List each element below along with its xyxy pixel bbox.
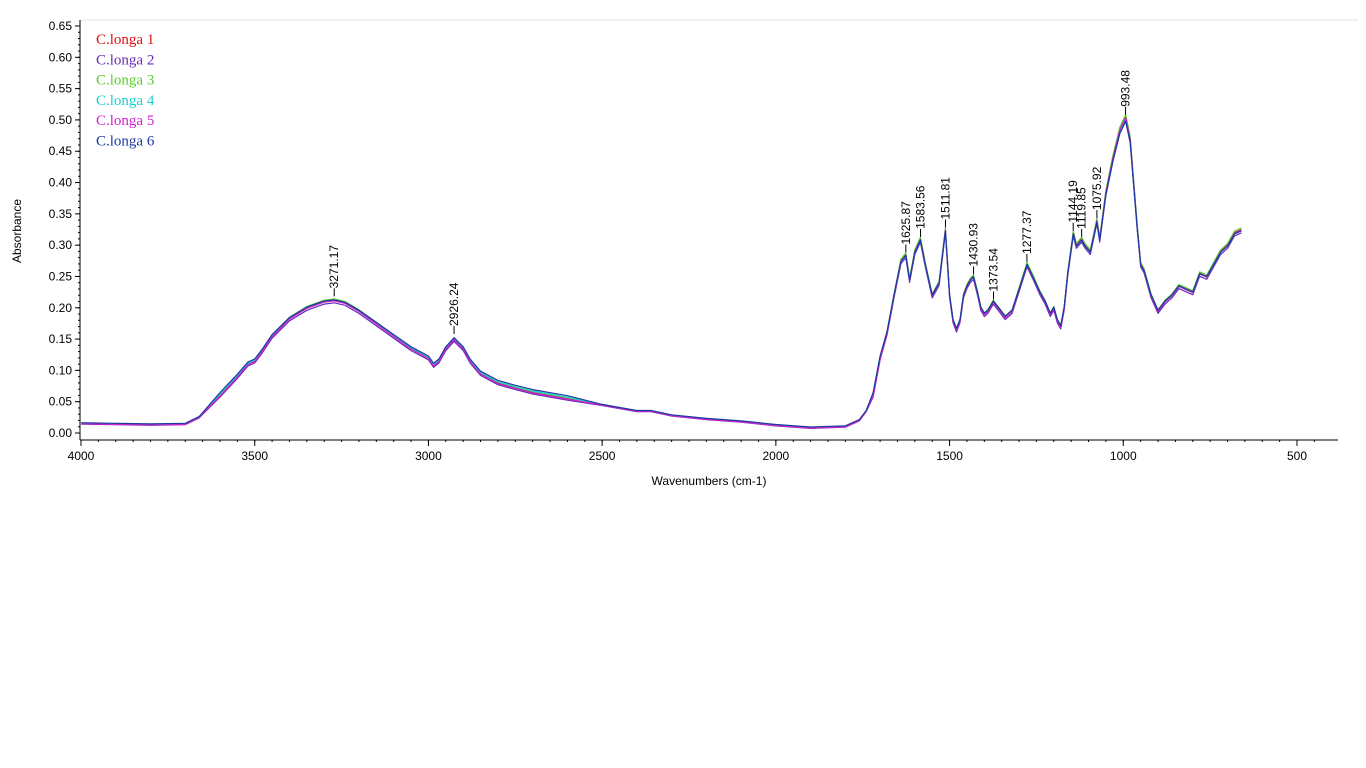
- peak-label: 1583.56: [914, 185, 928, 229]
- peak-labels: 3271.17 2926.24 1625.87 1583.56 1511.81 1430.…: [327, 70, 1133, 334]
- y-tick-label: 0.50: [49, 113, 73, 127]
- y-tick-label: 0.20: [49, 301, 73, 315]
- peak-label: 1430.93: [967, 223, 981, 267]
- x-tick-label: 1500: [936, 449, 963, 463]
- y-tick-label: 0.55: [49, 82, 73, 96]
- spectrum-series: [81, 113, 1242, 429]
- series-line-6: [81, 120, 1242, 428]
- peak-label: 1511.81: [938, 177, 952, 220]
- peak-label: 993.48: [1119, 70, 1133, 107]
- y-tick-label: 0.40: [49, 176, 73, 190]
- y-axis-title: Absorbance: [10, 199, 24, 263]
- legend: C.longa 1 C.longa 2 C.longa 3 C.longa 4 C.lo…: [96, 32, 155, 150]
- x-tick-label: 2500: [589, 449, 616, 463]
- y-tick-label: 0.65: [49, 19, 73, 33]
- x-tick-label: 1000: [1110, 449, 1137, 463]
- y-tick-label: 0.25: [49, 269, 73, 283]
- y-tick-label: 0.00: [49, 426, 73, 440]
- x-axis: 4000 3500 3000 2500 2000 1500 1000 500: [68, 439, 1338, 463]
- y-axis: 0.00 0.05 0.10 0.15 0.20 0.25 0.30 0.35 0.40 0.45…: [49, 19, 81, 440]
- legend-entry: C.longa 1: [96, 32, 154, 48]
- peak-label: 3271.17: [327, 245, 341, 289]
- series-line-3: [81, 113, 1242, 429]
- y-tick-label: 0.45: [49, 144, 73, 158]
- legend-entry: C.longa 4: [96, 93, 155, 109]
- legend-entry: C.longa 2: [96, 52, 154, 68]
- peak-label: 2926.24: [447, 282, 461, 326]
- x-tick-label: 3500: [241, 449, 268, 463]
- y-tick-label: 0.10: [49, 363, 73, 377]
- legend-entry: C.longa 5: [96, 113, 154, 129]
- x-tick-label: 2000: [763, 449, 790, 463]
- y-tick-label: 0.15: [49, 332, 73, 346]
- x-tick-label: 500: [1287, 449, 1307, 463]
- y-tick-label: 0.35: [49, 207, 73, 221]
- peak-label: 1075.92: [1090, 166, 1104, 210]
- peak-label: 1625.87: [899, 201, 913, 245]
- peak-label: 1119.85: [1075, 187, 1089, 229]
- y-tick-label: 0.05: [49, 395, 73, 409]
- x-tick-label: 3000: [415, 449, 442, 463]
- legend-entry: C.longa 6: [96, 134, 155, 150]
- y-tick-label: 0.60: [49, 50, 73, 64]
- peak-label: 1373.54: [987, 248, 1001, 292]
- x-tick-label: 4000: [68, 449, 95, 463]
- x-axis-title: Wavenumbers (cm-1): [652, 474, 767, 488]
- peak-label: 1277.37: [1020, 210, 1034, 254]
- legend-entry: C.longa 3: [96, 73, 154, 89]
- y-tick-label: 0.30: [49, 238, 73, 252]
- peak-label: 1144.19: [1066, 180, 1080, 223]
